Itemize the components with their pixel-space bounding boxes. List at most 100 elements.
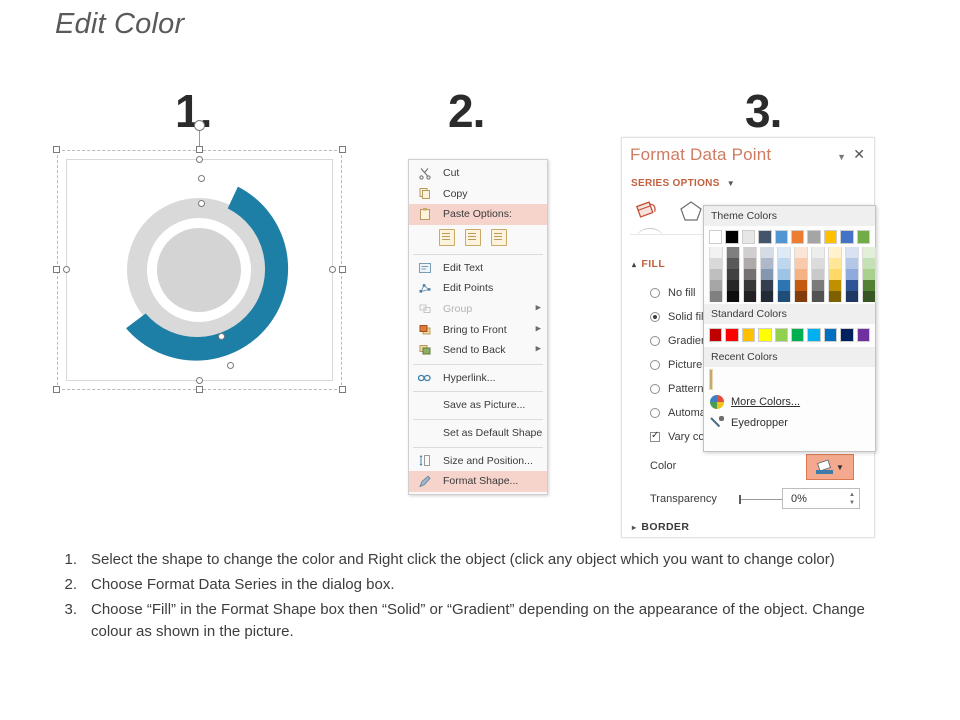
- theme-color-tint-3-0[interactable]: [760, 247, 774, 258]
- theme-color-tint-6-1[interactable]: [811, 258, 825, 269]
- theme-color-tint-column-6[interactable]: [811, 247, 825, 302]
- theme-color-tint-column-9[interactable]: [862, 247, 876, 302]
- theme-color-swatch-9[interactable]: [856, 230, 871, 244]
- context-menu-item-size-and-position[interactable]: Size and Position...: [409, 451, 547, 472]
- theme-color-tint-4-3[interactable]: [777, 280, 791, 291]
- theme-color-tint-1-0[interactable]: [726, 247, 740, 258]
- theme-colors-tint-rows[interactable]: [709, 247, 876, 302]
- theme-color-tint-4-1[interactable]: [777, 258, 791, 269]
- theme-color-swatch-0[interactable]: [709, 230, 723, 244]
- transparency-spinner[interactable]: 0% ▲ ▼: [782, 488, 860, 509]
- theme-color-tint-1-2[interactable]: [726, 269, 740, 280]
- chart-selection-frame[interactable]: [53, 120, 346, 393]
- context-menu-item-cut[interactable]: Cut: [409, 163, 547, 184]
- tab-fill-and-line[interactable]: [634, 198, 664, 229]
- standard-color-swatch-9[interactable]: [856, 328, 871, 342]
- theme-color-tint-6-2[interactable]: [811, 269, 825, 280]
- close-icon[interactable]: ✕: [853, 146, 865, 162]
- inner-handle-w[interactable]: [63, 266, 70, 273]
- resize-handle-w[interactable]: [53, 266, 60, 273]
- border-section-header[interactable]: ▸ BORDER: [632, 521, 689, 533]
- theme-color-tint-1-4[interactable]: [726, 291, 740, 302]
- standard-color-swatch-6[interactable]: [807, 328, 821, 342]
- theme-color-tint-8-0[interactable]: [845, 247, 859, 258]
- datapoint-handle-2[interactable]: [198, 200, 205, 207]
- donut-chart[interactable]: [57, 150, 342, 390]
- theme-color-tint-4-4[interactable]: [777, 291, 791, 302]
- theme-color-tint-column-5[interactable]: [794, 247, 808, 302]
- fill-section-header[interactable]: ▴ FILL: [632, 258, 665, 270]
- standard-colors-grid[interactable]: [704, 324, 875, 347]
- theme-color-tint-column-8[interactable]: [845, 247, 859, 302]
- series-options-dropdown[interactable]: SERIES OPTIONS ▼: [631, 178, 735, 189]
- theme-color-tint-column-3[interactable]: [760, 247, 774, 302]
- theme-color-swatch-1[interactable]: [725, 230, 739, 244]
- theme-color-tint-column-0[interactable]: [709, 247, 723, 302]
- theme-color-tint-6-3[interactable]: [811, 280, 825, 291]
- theme-color-tint-2-3[interactable]: [743, 280, 757, 291]
- context-menu-item-save-as-picture[interactable]: Save as Picture...: [409, 395, 547, 416]
- theme-color-swatch-7[interactable]: [823, 230, 838, 244]
- theme-color-tint-9-4[interactable]: [862, 291, 876, 302]
- standard-color-swatch-7[interactable]: [823, 328, 838, 342]
- theme-color-tint-2-4[interactable]: [743, 291, 757, 302]
- theme-color-tint-5-2[interactable]: [794, 269, 808, 280]
- theme-color-tint-4-0[interactable]: [777, 247, 791, 258]
- context-menu-item-bring-to-front[interactable]: Bring to Front ▶: [409, 320, 547, 341]
- theme-color-tint-column-2[interactable]: [743, 247, 757, 302]
- theme-color-tint-0-4[interactable]: [709, 291, 723, 302]
- donut-accent-arc[interactable]: [123, 169, 319, 390]
- standard-color-swatch-5[interactable]: [791, 328, 805, 342]
- theme-color-tint-8-3[interactable]: [845, 280, 859, 291]
- context-menu-item-edit-points[interactable]: Edit Points: [409, 278, 547, 299]
- context-menu-item-set-as-default-shape[interactable]: Set as Default Shape: [409, 423, 547, 444]
- theme-color-swatch-8[interactable]: [840, 230, 854, 244]
- tab-effects[interactable]: [676, 198, 706, 226]
- resize-handle-nw[interactable]: [53, 146, 60, 153]
- theme-color-tint-7-3[interactable]: [828, 280, 842, 291]
- theme-color-swatch-6[interactable]: [807, 230, 821, 244]
- radio-no-fill[interactable]: No fill: [650, 281, 765, 305]
- theme-color-tint-5-1[interactable]: [794, 258, 808, 269]
- theme-color-tint-0-2[interactable]: [709, 269, 723, 280]
- theme-color-tint-8-1[interactable]: [845, 258, 859, 269]
- standard-color-swatch-3[interactable]: [758, 328, 772, 342]
- theme-color-swatch-2[interactable]: [741, 230, 756, 244]
- resize-handle-ne[interactable]: [339, 146, 346, 153]
- theme-color-tint-9-1[interactable]: [862, 258, 876, 269]
- color-picker-button[interactable]: ▼: [806, 454, 854, 480]
- theme-color-tint-3-4[interactable]: [760, 291, 774, 302]
- theme-color-swatch-4[interactable]: [774, 230, 789, 244]
- chevron-down-icon[interactable]: ▼: [837, 152, 846, 162]
- theme-color-tint-9-3[interactable]: [862, 280, 876, 291]
- theme-color-tint-0-1[interactable]: [709, 258, 723, 269]
- context-menu-item-paste-options[interactable]: Paste Options:: [409, 204, 547, 225]
- theme-color-tint-7-2[interactable]: [828, 269, 842, 280]
- theme-color-swatch-5[interactable]: [791, 230, 805, 244]
- resize-handle-sw[interactable]: [53, 386, 60, 393]
- theme-color-tint-column-7[interactable]: [828, 247, 842, 302]
- eyedropper-item[interactable]: Eyedropper: [704, 412, 875, 433]
- theme-color-tint-6-4[interactable]: [811, 291, 825, 302]
- resize-handle-se[interactable]: [339, 386, 346, 393]
- standard-color-swatch-1[interactable]: [725, 328, 739, 342]
- theme-color-tint-2-0[interactable]: [743, 247, 757, 258]
- context-menu-item-hyperlink[interactable]: Hyperlink...: [409, 368, 547, 389]
- theme-color-tint-0-3[interactable]: [709, 280, 723, 291]
- theme-color-tint-3-3[interactable]: [760, 280, 774, 291]
- context-menu-item-format-shape[interactable]: Format Shape...: [409, 471, 547, 492]
- recent-color-swatch[interactable]: [709, 369, 713, 390]
- resize-handle-n[interactable]: [196, 146, 203, 153]
- theme-color-tint-5-0[interactable]: [794, 247, 808, 258]
- resize-handle-s[interactable]: [196, 386, 203, 393]
- theme-color-tint-1-3[interactable]: [726, 280, 740, 291]
- theme-color-tint-7-1[interactable]: [828, 258, 842, 269]
- resize-handle-e[interactable]: [339, 266, 346, 273]
- inner-handle-s[interactable]: [196, 377, 203, 384]
- paste-keep-formatting-icon[interactable]: [439, 229, 455, 247]
- inner-handle-n[interactable]: [196, 156, 203, 163]
- context-menu-item-copy[interactable]: Copy: [409, 184, 547, 205]
- context-menu[interactable]: Cut Copy Paste Options:: [408, 159, 548, 495]
- theme-color-tint-0-0[interactable]: [709, 247, 723, 258]
- standard-color-swatch-8[interactable]: [840, 328, 854, 342]
